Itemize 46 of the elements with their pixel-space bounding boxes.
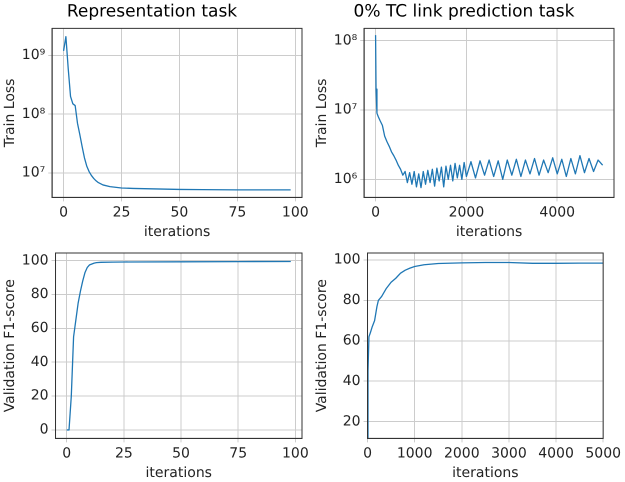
y-tick-label: 80 bbox=[342, 292, 361, 308]
x-tick-label: 0 bbox=[59, 204, 68, 220]
y-tick-label: 10⁹ bbox=[22, 47, 46, 64]
x-tick-label: 0 bbox=[371, 204, 380, 220]
y-axis-title: Train Loss bbox=[2, 78, 18, 148]
y-tick-label: 60 bbox=[30, 320, 49, 336]
y-tick-label: 40 bbox=[30, 354, 49, 370]
y-tick-label: 20 bbox=[30, 388, 49, 404]
x-tick-label: 2000 bbox=[448, 204, 484, 220]
y-axis-title: Train Loss bbox=[314, 78, 330, 148]
x-tick-label: 4000 bbox=[539, 204, 576, 220]
y-tick-label: 60 bbox=[342, 332, 361, 348]
x-tick-label: 25 bbox=[114, 445, 133, 462]
x-axis-title: iterations bbox=[146, 465, 212, 482]
chart-title: Representation task bbox=[66, 2, 238, 22]
chart-title: 0% TC link prediction task bbox=[354, 2, 575, 22]
x-tick-label: 50 bbox=[170, 204, 188, 220]
y-tick-label: 10⁶ bbox=[334, 171, 358, 188]
x-tick-label: 3000 bbox=[491, 445, 527, 462]
x-tick-label: 1000 bbox=[396, 445, 432, 462]
y-tick-label: 100 bbox=[22, 252, 49, 268]
y-tick-label: 20 bbox=[342, 413, 361, 430]
y-axis-title: Validation F1-score bbox=[314, 279, 330, 412]
x-tick-label: 2000 bbox=[444, 445, 480, 462]
x-axis-title: iterations bbox=[456, 224, 522, 240]
x-tick-label: 75 bbox=[228, 204, 246, 220]
x-axis-title: iterations bbox=[144, 224, 210, 240]
x-tick-label: 50 bbox=[172, 445, 190, 462]
x-axis-title: iterations bbox=[452, 465, 519, 482]
x-tick-label: 0 bbox=[62, 445, 72, 462]
y-tick-label: 80 bbox=[30, 286, 49, 302]
y-axis-title: Validation F1-score bbox=[2, 279, 18, 412]
y-tick-label: 10⁷ bbox=[22, 164, 46, 180]
y-tick-label: 10⁸ bbox=[334, 32, 358, 48]
y-tick-label: 0 bbox=[40, 422, 49, 438]
x-tick-label: 100 bbox=[282, 445, 309, 462]
x-tick-label: 25 bbox=[112, 204, 130, 220]
x-tick-label: 0 bbox=[363, 445, 372, 462]
x-tick-label: 75 bbox=[229, 445, 248, 462]
y-tick-label: 100 bbox=[334, 252, 361, 268]
y-tick-label: 10⁷ bbox=[334, 102, 358, 118]
x-tick-label: 100 bbox=[282, 204, 309, 220]
y-tick-label: 40 bbox=[342, 372, 361, 389]
x-tick-label: 5000 bbox=[585, 445, 622, 462]
x-tick-label: 4000 bbox=[538, 445, 574, 462]
y-tick-label: 10⁸ bbox=[22, 106, 46, 122]
